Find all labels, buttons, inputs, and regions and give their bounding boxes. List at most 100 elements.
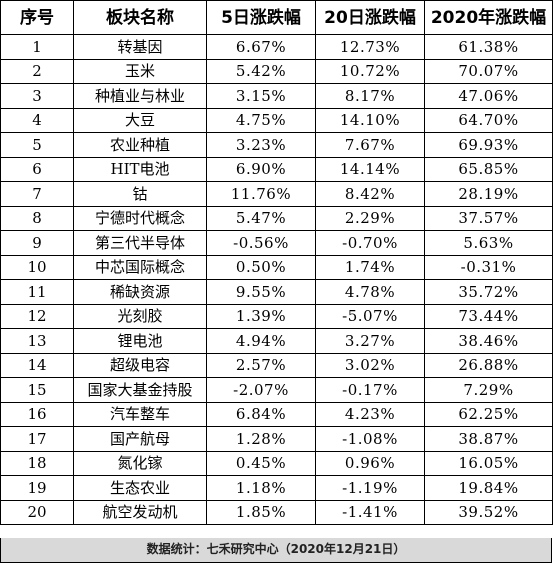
cell-5day-change: 5.42% [206, 58, 316, 84]
cell-2020-change: 28.19% [424, 181, 553, 207]
header-2020-change: 2020年涨跌幅 [424, 0, 553, 35]
cell-20day-change: 3.02% [315, 352, 425, 378]
cell-20day-change: 7.67% [315, 132, 425, 158]
cell-sector-name: 锂电池 [73, 328, 207, 354]
cell-5day-change: 1.39% [206, 303, 316, 329]
cell-2020-change: 65.85% [424, 156, 553, 182]
cell-5day-change: 6.84% [206, 401, 316, 427]
cell-20day-change: 4.78% [315, 279, 425, 305]
cell-sector-name: 国产航母 [73, 426, 207, 452]
cell-sector-name: 航空发动机 [73, 499, 207, 525]
table-row: 18 氮化镓 0.45% 0.96% 16.05% [0, 450, 553, 476]
cell-5day-change: 3.15% [206, 83, 316, 109]
cell-20day-change: 14.14% [315, 156, 425, 182]
cell-2020-change: 64.70% [424, 107, 553, 133]
cell-sector-name: 汽车整车 [73, 401, 207, 427]
cell-5day-change: -0.56% [206, 230, 316, 256]
cell-2020-change: 62.25% [424, 401, 553, 427]
cell-20day-change: 14.10% [315, 107, 425, 133]
header-index: 序号 [0, 0, 74, 35]
cell-sector-name: 稀缺资源 [73, 279, 207, 305]
table-row: 13 锂电池 4.94% 3.27% 38.46% [0, 328, 553, 354]
header-row: 序号 板块名称 5日涨跌幅 20日涨跌幅 2020年涨跌幅 [0, 0, 553, 35]
cell-20day-change: 0.96% [315, 450, 425, 476]
cell-index: 8 [0, 205, 74, 231]
cell-5day-change: 6.67% [206, 34, 316, 60]
cell-index: 19 [0, 475, 74, 501]
table-row: 6 HIT电池 6.90% 14.14% 65.85% [0, 156, 553, 182]
cell-20day-change: 3.27% [315, 328, 425, 354]
cell-20day-change: -5.07% [315, 303, 425, 329]
cell-2020-change: 7.29% [424, 377, 553, 403]
cell-20day-change: -1.19% [315, 475, 425, 501]
cell-2020-change: 39.52% [424, 499, 553, 525]
cell-5day-change: 9.55% [206, 279, 316, 305]
cell-2020-change: 19.84% [424, 475, 553, 501]
cell-5day-change: -2.07% [206, 377, 316, 403]
table-row: 3 种植业与林业 3.15% 8.17% 47.06% [0, 83, 553, 109]
cell-5day-change: 1.85% [206, 499, 316, 525]
cell-5day-change: 0.45% [206, 450, 316, 476]
cell-5day-change: 1.28% [206, 426, 316, 452]
cell-2020-change: 47.06% [424, 83, 553, 109]
cell-sector-name: 生态农业 [73, 475, 207, 501]
table-row: 14 超级电容 2.57% 3.02% 26.88% [0, 352, 553, 378]
cell-index: 13 [0, 328, 74, 354]
cell-sector-name: 氮化镓 [73, 450, 207, 476]
cell-20day-change: 12.73% [315, 34, 425, 60]
cell-2020-change: 69.93% [424, 132, 553, 158]
table-row: 5 农业种植 3.23% 7.67% 69.93% [0, 132, 553, 158]
table-row: 12 光刻胶 1.39% -5.07% 73.44% [0, 303, 553, 329]
cell-5day-change: 3.23% [206, 132, 316, 158]
table-row: 11 稀缺资源 9.55% 4.78% 35.72% [0, 279, 553, 305]
table-row: 9 第三代半导体 -0.56% -0.70% 5.63% [0, 230, 553, 256]
table-row: 4 大豆 4.75% 14.10% 64.70% [0, 107, 553, 133]
cell-index: 17 [0, 426, 74, 452]
cell-index: 7 [0, 181, 74, 207]
cell-2020-change: 73.44% [424, 303, 553, 329]
cell-index: 5 [0, 132, 74, 158]
cell-sector-name: 大豆 [73, 107, 207, 133]
cell-20day-change: -0.17% [315, 377, 425, 403]
cell-sector-name: 中芯国际概念 [73, 254, 207, 280]
cell-20day-change: 10.72% [315, 58, 425, 84]
cell-index: 18 [0, 450, 74, 476]
cell-index: 1 [0, 34, 74, 60]
cell-index: 15 [0, 377, 74, 403]
cell-index: 2 [0, 58, 74, 84]
cell-5day-change: 2.57% [206, 352, 316, 378]
cell-2020-change: 16.05% [424, 450, 553, 476]
data-source-footer: 数据统计：七禾研究中心（2020年12月21日） [0, 538, 552, 563]
cell-index: 16 [0, 401, 74, 427]
cell-2020-change: 35.72% [424, 279, 553, 305]
table-row: 17 国产航母 1.28% -1.08% 38.87% [0, 426, 553, 452]
table-row: 19 生态农业 1.18% -1.19% 19.84% [0, 475, 553, 501]
cell-20day-change: -1.41% [315, 499, 425, 525]
table-header: 序号 板块名称 5日涨跌幅 20日涨跌幅 2020年涨跌幅 [0, 0, 553, 35]
header-5day-change: 5日涨跌幅 [206, 0, 316, 35]
cell-20day-change: 8.42% [315, 181, 425, 207]
cell-sector-name: 转基因 [73, 34, 207, 60]
cell-20day-change: 1.74% [315, 254, 425, 280]
cell-20day-change: 4.23% [315, 401, 425, 427]
cell-5day-change: 11.76% [206, 181, 316, 207]
cell-sector-name: HIT电池 [73, 156, 207, 182]
cell-20day-change: -0.70% [315, 230, 425, 256]
cell-5day-change: 0.50% [206, 254, 316, 280]
table-row: 2 玉米 5.42% 10.72% 70.07% [0, 58, 553, 84]
cell-5day-change: 4.94% [206, 328, 316, 354]
cell-2020-change: 37.57% [424, 205, 553, 231]
table-row: 1 转基因 6.67% 12.73% 61.38% [0, 34, 553, 60]
cell-sector-name: 钴 [73, 181, 207, 207]
cell-index: 11 [0, 279, 74, 305]
cell-2020-change: 70.07% [424, 58, 553, 84]
cell-2020-change: 61.38% [424, 34, 553, 60]
cell-index: 6 [0, 156, 74, 182]
cell-index: 4 [0, 107, 74, 133]
cell-5day-change: 1.18% [206, 475, 316, 501]
table-row: 8 宁德时代概念 5.47% 2.29% 37.57% [0, 205, 553, 231]
cell-index: 9 [0, 230, 74, 256]
cell-sector-name: 农业种植 [73, 132, 207, 158]
cell-5day-change: 4.75% [206, 107, 316, 133]
